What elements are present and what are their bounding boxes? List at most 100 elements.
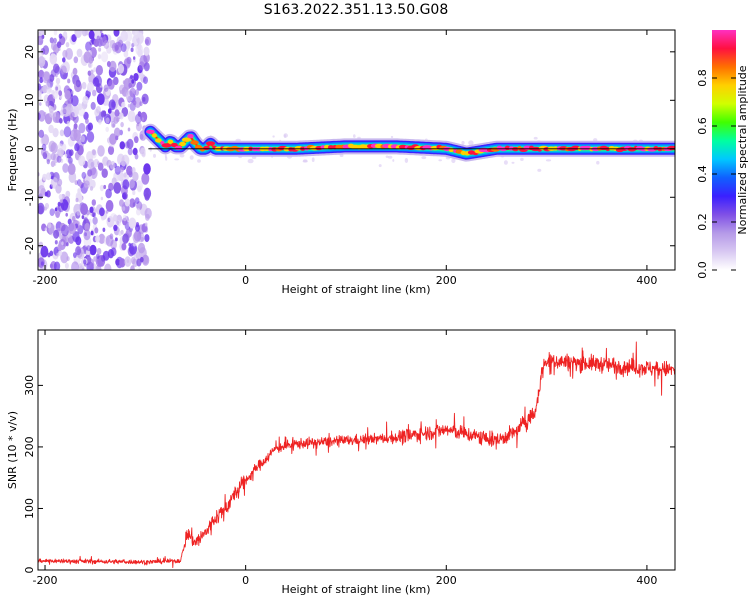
ridge-hotspot <box>448 147 454 152</box>
noise-blob <box>283 134 287 139</box>
noise-blob <box>95 106 101 114</box>
noise-blob <box>100 51 109 63</box>
noise-blob <box>122 233 129 244</box>
noise-blob <box>136 81 143 91</box>
noise-blob <box>122 206 126 212</box>
noise-blob <box>78 155 86 167</box>
noise-blob <box>113 30 120 37</box>
noise-blob <box>127 103 131 108</box>
noise-blob <box>92 216 98 225</box>
noise-blob <box>545 159 552 162</box>
noise-blob <box>138 267 142 270</box>
ridge-hotspot <box>146 129 155 134</box>
colorbar-ticks: 0.0 0.2 0.4 0.6 0.8 <box>696 69 736 279</box>
colorbar-tick-label: 0.4 <box>696 165 709 183</box>
noise-blob <box>137 242 146 254</box>
noise-blob <box>133 30 140 39</box>
noise-blob <box>45 100 50 107</box>
noise-blob <box>44 227 47 231</box>
noise-blob <box>93 38 100 48</box>
noise-blob <box>45 50 48 55</box>
noise-blob <box>54 240 58 245</box>
noise-blob <box>132 202 136 207</box>
noise-blob <box>101 168 108 178</box>
noise-blob <box>130 265 135 270</box>
noise-blob <box>116 117 120 123</box>
x-tick-label: 400 <box>636 574 657 587</box>
ridge-hotspot <box>187 133 194 139</box>
noise-blob <box>56 252 59 257</box>
noise-blob <box>115 135 119 141</box>
noise-blob <box>99 184 104 192</box>
noise-blob <box>91 199 97 206</box>
noise-blob <box>87 158 95 169</box>
x-tick-label: 0 <box>242 574 249 587</box>
noise-blob <box>119 199 124 207</box>
noise-blob <box>99 207 105 217</box>
noise-blob <box>81 171 87 179</box>
noise-blob <box>128 242 131 247</box>
noise-blob <box>119 112 124 120</box>
noise-blob <box>44 191 48 197</box>
noise-blob <box>38 35 44 46</box>
colorbar-bar <box>712 30 736 270</box>
noise-blob <box>80 135 85 143</box>
noise-blob <box>107 79 115 90</box>
noise-blob <box>77 194 83 203</box>
noise-blob <box>44 202 50 210</box>
noise-blob <box>75 246 82 256</box>
noise-blob <box>49 250 54 257</box>
noise-blob <box>55 77 61 85</box>
noise-blob <box>83 180 90 190</box>
y-tick-label: 0 <box>23 145 36 152</box>
ridge-hotspot <box>203 145 210 151</box>
noise-blob <box>42 151 47 158</box>
noise-blob <box>123 50 129 58</box>
snr-y-label: SNR (10 * v/v) <box>6 411 19 489</box>
noise-blob <box>86 131 95 143</box>
noise-blob <box>109 133 117 145</box>
noise-blob <box>61 104 68 114</box>
noise-blob <box>114 127 121 138</box>
noise-blob <box>88 30 95 40</box>
noise-blob <box>52 91 58 100</box>
noise-blob <box>92 149 97 156</box>
noise-blob <box>103 40 110 49</box>
noise-blob <box>49 53 58 65</box>
noise-blob <box>89 206 94 213</box>
noise-blob <box>90 69 94 75</box>
noise-blob <box>107 249 114 259</box>
noise-blob <box>119 84 126 94</box>
noise-blob <box>104 263 112 270</box>
noise-blob <box>105 126 109 133</box>
noise-blob <box>98 145 102 150</box>
noise-blob <box>60 251 69 264</box>
spectrogram-panel: -200 0 200 400 -20 -10 0 10 20 Height of straigh… <box>6 29 676 296</box>
colorbar-tick-label: 0.8 <box>696 69 709 87</box>
noise-blob <box>143 46 150 56</box>
noise-blob <box>98 119 102 125</box>
noise-blob <box>62 57 66 63</box>
noise-blob <box>63 126 72 138</box>
noise-blob <box>90 230 94 236</box>
noise-blob <box>339 154 344 158</box>
noise-blob <box>143 76 148 84</box>
noise-blob <box>124 198 131 207</box>
figure-title: S163.2022.351.13.50.G08 <box>264 2 449 18</box>
noise-blob <box>511 161 515 164</box>
noise-blob <box>127 127 131 132</box>
noise-blob <box>96 247 102 255</box>
noise-blob <box>130 256 136 265</box>
noise-blob <box>131 116 136 122</box>
noise-blob <box>66 120 71 127</box>
noise-blob <box>503 160 508 165</box>
noise-blob <box>38 110 46 122</box>
noise-blob <box>72 67 78 75</box>
noise-blob <box>85 41 92 52</box>
noise-blob <box>113 224 118 231</box>
ridge-hotspot <box>179 141 186 147</box>
noise-blob <box>138 61 145 71</box>
noise-blob <box>114 165 121 175</box>
noise-blob <box>95 65 103 76</box>
